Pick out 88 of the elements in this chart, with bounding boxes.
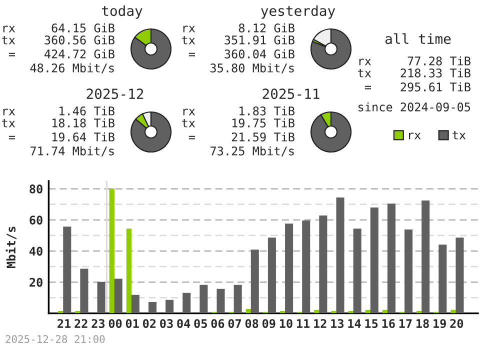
text: 73.25 Mbit/s <box>210 146 294 156</box>
bar <box>109 188 114 314</box>
legend-label: rx <box>409 132 421 140</box>
text: rx 64.15 GiB <box>3 23 114 32</box>
x-tick-label: 15 <box>365 319 378 328</box>
bar <box>404 230 413 314</box>
bar <box>319 216 328 314</box>
y-tick-label: 80 <box>30 184 42 194</box>
bar <box>80 268 88 314</box>
y-tick-label: 40 <box>30 246 42 256</box>
text: = 424.72 GiB <box>8 49 114 58</box>
x-tick-label: 07 <box>228 319 241 328</box>
bar <box>387 204 396 314</box>
text: since 2024-09-05 <box>358 102 470 112</box>
bar <box>234 284 242 314</box>
chart-title: today <box>102 5 142 19</box>
bar <box>182 292 191 314</box>
x-tick-label: 14 <box>348 319 361 328</box>
bar <box>456 238 464 314</box>
bar <box>148 302 156 314</box>
x-tick-label: 17 <box>399 319 412 328</box>
bar <box>336 198 344 314</box>
x-tick-label: 19 <box>434 319 446 328</box>
x-tick-label: 00 <box>108 319 122 328</box>
text: tx 18.18 TiB <box>2 118 114 128</box>
x-tick-label: 20 <box>450 319 464 328</box>
y-tick-label: 60 <box>30 216 42 225</box>
bar <box>97 282 106 314</box>
text: rx 1.83 TiB <box>183 106 294 116</box>
text: 35.80 Mbit/s <box>210 63 294 74</box>
bar <box>250 250 259 314</box>
x-tick-label: 02 <box>143 319 156 328</box>
bar <box>370 207 378 314</box>
x-tick-label: 06 <box>211 319 224 328</box>
bar <box>126 228 132 314</box>
x-tick-label: 04 <box>177 319 190 328</box>
donut-slice <box>130 28 172 70</box>
x-tick-label: 23 <box>92 319 105 328</box>
text: = 360.04 GiB <box>188 49 294 58</box>
text: rx 77.28 TiB <box>359 56 470 66</box>
text: tx 19.75 TiB <box>182 118 294 128</box>
text: all time <box>385 33 451 44</box>
donut-slice <box>310 111 352 153</box>
bar <box>114 278 122 314</box>
x-tick-label: 16 <box>382 319 395 328</box>
text: tx 218.33 TiB <box>358 68 470 78</box>
text: tx 351.91 GiB <box>182 35 294 44</box>
x-tick-label: 08 <box>245 319 258 328</box>
y-tick-label: 20 <box>30 278 42 287</box>
chart-title: 2025-12 <box>86 88 144 100</box>
x-tick-label: 18 <box>416 319 429 328</box>
x-tick-label: 01 <box>126 319 139 328</box>
text: 2025-12-28 21:00 <box>6 335 105 344</box>
bar <box>302 220 310 314</box>
text: tx 360.56 GiB <box>2 35 114 44</box>
x-tick-label: 03 <box>160 319 173 328</box>
x-tick-label: 22 <box>74 319 88 328</box>
bar <box>285 224 294 314</box>
text: = 19.64 TiB <box>8 132 114 142</box>
text: 71.74 Mbit/s <box>30 146 114 156</box>
bar <box>200 284 208 314</box>
bar <box>166 300 174 314</box>
chart-title: 2025-11 <box>262 88 320 100</box>
x-tick-label: 11 <box>297 319 310 328</box>
text: = 21.59 TiB <box>188 132 294 142</box>
text: rx 8.12 GiB <box>183 23 294 32</box>
bar <box>131 294 140 314</box>
x-tick-label: 10 <box>280 319 292 328</box>
bar <box>216 288 225 314</box>
bar <box>353 228 362 314</box>
bar <box>246 308 251 314</box>
bar <box>438 244 447 314</box>
text: rx 1.46 TiB <box>3 106 114 116</box>
text: 48.26 Mbit/s <box>30 63 114 74</box>
x-tick-label: 21 <box>58 319 71 328</box>
text: = 295.61 TiB <box>364 82 470 92</box>
x-tick-label: 05 <box>194 319 207 328</box>
y-axis-title: Mbit/s <box>6 226 16 268</box>
x-tick-label: 09 <box>262 319 276 328</box>
x-tick-label: 12 <box>314 319 326 328</box>
x-tick-label: 13 <box>331 319 344 328</box>
bar <box>268 238 276 314</box>
legend-label: tx <box>452 131 466 140</box>
bar <box>422 200 430 314</box>
donut-slice <box>310 28 352 70</box>
donut-slice <box>130 111 172 153</box>
bar <box>63 226 72 314</box>
chart-title: yesterday <box>261 5 336 19</box>
